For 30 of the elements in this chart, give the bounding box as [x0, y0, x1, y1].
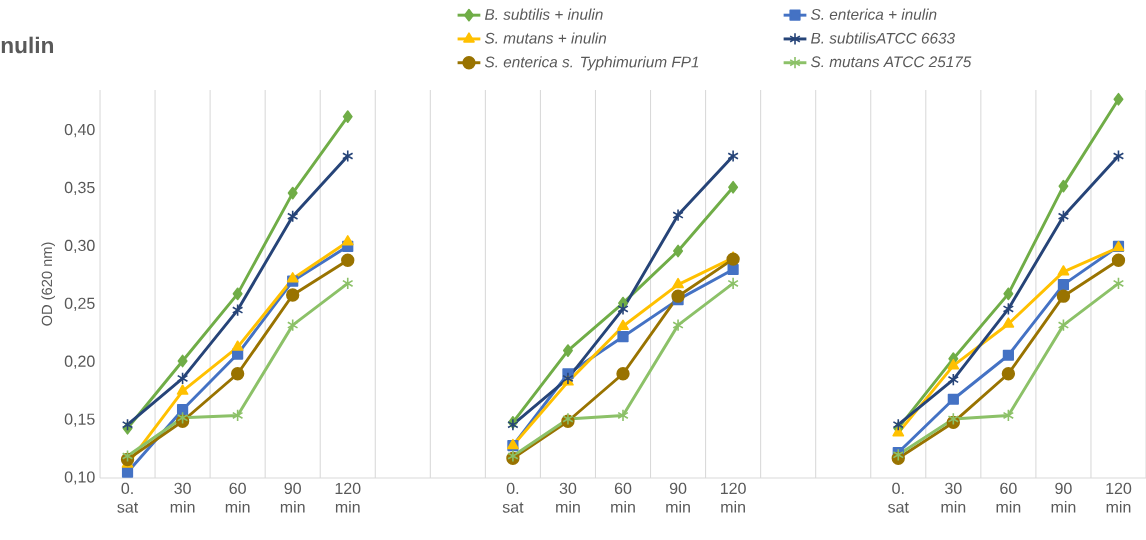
- x-tick-label: 30 min: [556, 482, 580, 513]
- x-tick-label: 120 min: [720, 482, 746, 513]
- x-tick-label: 0. sat: [888, 482, 909, 513]
- x-tick-label: 120 min: [1106, 482, 1132, 513]
- x-tick-label: 0. sat: [117, 482, 139, 513]
- x-tick-label: 60 min: [996, 482, 1021, 513]
- x-tick-label: 90 min: [1051, 482, 1076, 513]
- x-tick-label: 60 min: [225, 482, 250, 513]
- x-tick-label: 90 min: [666, 482, 690, 513]
- x-tick-label: 90 min: [280, 482, 305, 513]
- y-tick-label: 0,40: [64, 123, 95, 138]
- y-axis-title: OD (620 nm): [41, 242, 55, 326]
- y-tick-label: 0,20: [64, 355, 95, 369]
- x-tick-label: 0. sat: [502, 482, 524, 513]
- chart-title: nulin: [1, 36, 54, 54]
- x-tick-label: 30 min: [941, 482, 966, 513]
- legend-label: S. mutans + inulin: [484, 32, 607, 44]
- y-tick-label: 0,15: [64, 413, 95, 427]
- x-tick-label: 120 min: [335, 482, 361, 513]
- y-tick-label: 0,25: [64, 297, 95, 311]
- y-tick-label: 0,35: [64, 181, 95, 196]
- legend-label: S. mutans ATCC 25175: [810, 56, 972, 68]
- y-tick-label: 0,10: [64, 471, 95, 485]
- legend-label: B. subtilis + inulin: [484, 8, 603, 20]
- legend-label: B. subtilisATCC 6633: [811, 32, 955, 44]
- legend-label: S. enterica s. Typhimurium FP1: [484, 56, 699, 71]
- legend-label: S. enterica + inulin: [810, 8, 937, 20]
- x-tick-label: 30 min: [170, 482, 195, 513]
- y-tick-label: 0,30: [64, 239, 95, 253]
- x-tick-label: 60 min: [611, 482, 635, 513]
